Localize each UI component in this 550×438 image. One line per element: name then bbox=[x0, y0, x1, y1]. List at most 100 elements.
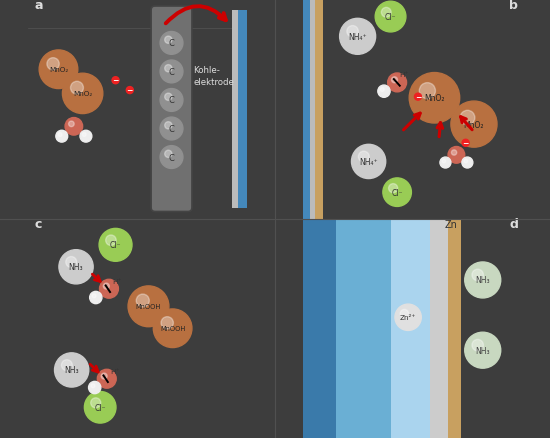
Circle shape bbox=[381, 8, 391, 18]
Bar bbox=[448, 219, 461, 438]
Text: b: b bbox=[509, 0, 518, 12]
Circle shape bbox=[100, 279, 118, 299]
Circle shape bbox=[160, 61, 183, 84]
Circle shape bbox=[375, 2, 406, 33]
Circle shape bbox=[440, 158, 451, 169]
Text: NH₄⁺: NH₄⁺ bbox=[348, 33, 367, 42]
Circle shape bbox=[340, 19, 376, 55]
Circle shape bbox=[47, 59, 59, 71]
Circle shape bbox=[415, 94, 421, 101]
Bar bbox=[239, 11, 248, 208]
Circle shape bbox=[97, 369, 116, 388]
Circle shape bbox=[54, 353, 89, 387]
Circle shape bbox=[161, 317, 173, 329]
Text: MnO₂: MnO₂ bbox=[464, 120, 484, 129]
Circle shape bbox=[419, 83, 436, 99]
Text: −: − bbox=[112, 76, 119, 85]
Circle shape bbox=[89, 381, 101, 394]
Text: MnO₂: MnO₂ bbox=[73, 91, 92, 97]
Bar bbox=[315, 0, 323, 219]
Circle shape bbox=[136, 294, 149, 307]
Circle shape bbox=[128, 286, 169, 327]
Circle shape bbox=[409, 73, 460, 124]
Circle shape bbox=[451, 102, 497, 148]
Text: NH₄⁺: NH₄⁺ bbox=[359, 158, 378, 166]
Circle shape bbox=[80, 131, 92, 143]
Circle shape bbox=[82, 133, 86, 137]
Text: −: − bbox=[463, 139, 469, 148]
Circle shape bbox=[472, 269, 483, 281]
Text: Cl⁻: Cl⁻ bbox=[385, 13, 397, 22]
Circle shape bbox=[388, 74, 406, 92]
Circle shape bbox=[91, 384, 95, 388]
Circle shape bbox=[65, 118, 82, 136]
Circle shape bbox=[66, 257, 76, 268]
Circle shape bbox=[58, 133, 62, 137]
Text: MnO₂: MnO₂ bbox=[424, 94, 445, 103]
Circle shape bbox=[465, 262, 500, 298]
Circle shape bbox=[164, 37, 172, 44]
Circle shape bbox=[103, 283, 109, 290]
Bar bbox=[302, 0, 310, 219]
Text: MnOOH: MnOOH bbox=[136, 304, 161, 310]
Circle shape bbox=[63, 74, 103, 114]
Text: H⁺: H⁺ bbox=[111, 368, 120, 374]
Text: C: C bbox=[169, 153, 174, 162]
Text: Kohle-
elektrode: Kohle- elektrode bbox=[194, 66, 234, 87]
Circle shape bbox=[153, 309, 192, 348]
Text: C: C bbox=[169, 96, 174, 105]
Circle shape bbox=[442, 160, 446, 163]
Text: H⁺: H⁺ bbox=[399, 72, 409, 78]
Text: Cl⁻: Cl⁻ bbox=[110, 241, 122, 250]
Bar bbox=[232, 11, 239, 208]
Text: −: − bbox=[415, 93, 421, 102]
Circle shape bbox=[392, 78, 398, 84]
Circle shape bbox=[160, 89, 183, 112]
Circle shape bbox=[101, 373, 107, 379]
Text: Zn: Zn bbox=[444, 220, 458, 230]
Circle shape bbox=[160, 32, 183, 55]
Circle shape bbox=[106, 235, 116, 246]
Circle shape bbox=[388, 184, 398, 193]
Circle shape bbox=[164, 122, 172, 130]
Circle shape bbox=[448, 147, 465, 164]
Bar bbox=[310, 0, 315, 219]
Circle shape bbox=[383, 179, 411, 207]
Circle shape bbox=[164, 94, 172, 101]
Text: NH₃: NH₃ bbox=[64, 366, 79, 374]
Circle shape bbox=[395, 304, 421, 331]
Circle shape bbox=[359, 152, 369, 163]
Circle shape bbox=[464, 160, 468, 163]
Circle shape bbox=[39, 51, 78, 89]
Circle shape bbox=[465, 332, 500, 368]
Circle shape bbox=[99, 229, 132, 261]
Text: MnO₂: MnO₂ bbox=[49, 67, 68, 73]
Circle shape bbox=[160, 118, 183, 141]
Circle shape bbox=[347, 26, 359, 38]
Bar bbox=[390, 219, 430, 438]
Text: C: C bbox=[169, 125, 174, 134]
Text: H⁺: H⁺ bbox=[113, 278, 122, 284]
Circle shape bbox=[84, 392, 116, 423]
Text: −: − bbox=[126, 86, 133, 95]
Circle shape bbox=[462, 158, 473, 169]
Text: C: C bbox=[169, 39, 174, 48]
Circle shape bbox=[160, 146, 183, 169]
Text: Cl⁻: Cl⁻ bbox=[95, 403, 106, 412]
Text: NH₃: NH₃ bbox=[69, 263, 84, 272]
Circle shape bbox=[56, 131, 68, 143]
Circle shape bbox=[351, 145, 386, 179]
Circle shape bbox=[126, 87, 133, 94]
Bar bbox=[430, 219, 448, 438]
Bar bbox=[302, 219, 336, 438]
Circle shape bbox=[380, 88, 384, 92]
Circle shape bbox=[112, 78, 119, 85]
Circle shape bbox=[378, 86, 390, 98]
Circle shape bbox=[164, 65, 172, 73]
Circle shape bbox=[164, 151, 172, 158]
Circle shape bbox=[472, 339, 483, 351]
Text: C: C bbox=[169, 68, 174, 77]
Circle shape bbox=[69, 122, 74, 127]
Circle shape bbox=[62, 360, 73, 371]
Circle shape bbox=[90, 292, 102, 304]
